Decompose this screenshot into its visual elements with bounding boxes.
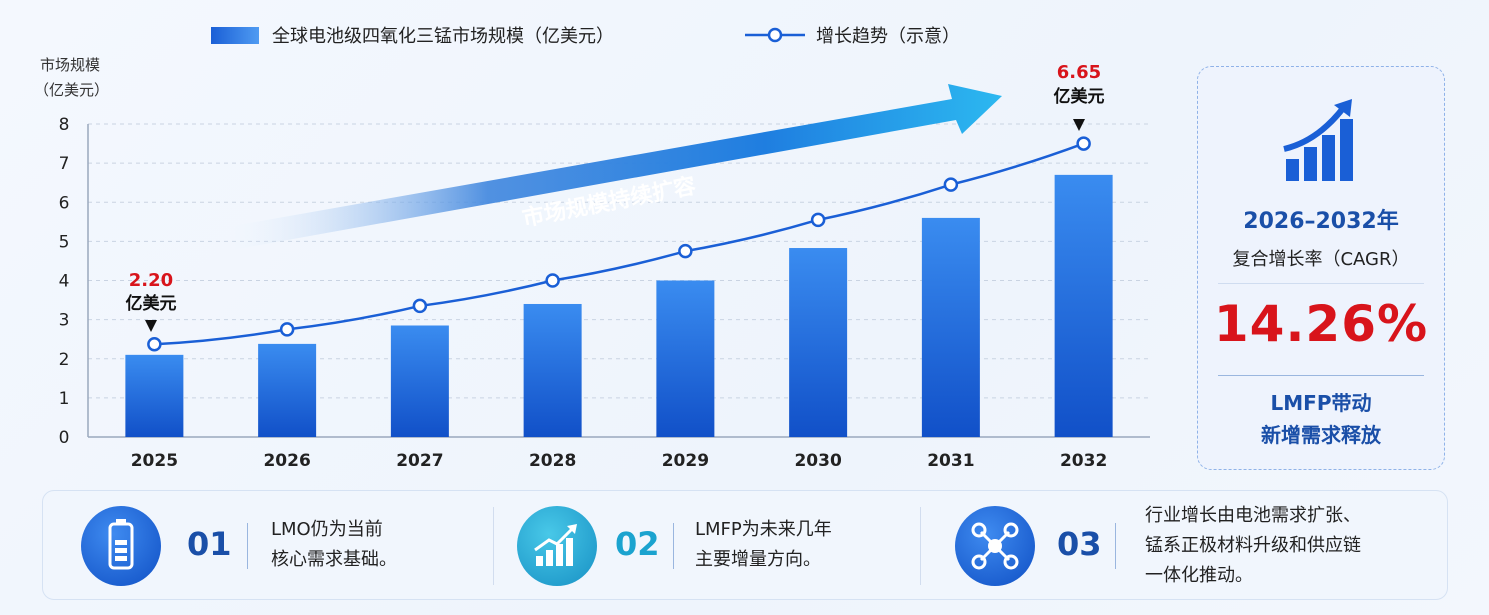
feature-text-line: 一体化推动。 xyxy=(1145,565,1253,586)
divider xyxy=(1218,375,1424,376)
trend-point-2026 xyxy=(279,322,295,337)
cagr-note-line2: 新增需求释放 xyxy=(1261,423,1381,447)
x-tick-label: 2031 xyxy=(927,451,974,471)
trend-points xyxy=(147,136,1091,352)
cagr-label: 复合增长率（CAGR） xyxy=(1232,249,1410,270)
feature-text-line: LMFP为未来几年 xyxy=(695,519,832,540)
y-tick-label: 1 xyxy=(59,389,70,409)
y-tick-label: 5 xyxy=(59,232,70,252)
bar-2029 xyxy=(656,280,715,437)
end-pointer-icon xyxy=(1073,119,1085,131)
x-tick-label: 2030 xyxy=(794,451,841,471)
legend-bar-label: 全球电池级四氧化三锰市场规模（亿美元） xyxy=(272,26,614,47)
start-value-label: 2.20 xyxy=(129,270,173,291)
y-tick-label: 8 xyxy=(59,115,70,135)
y-axis-label-line1: 市场规模 xyxy=(40,56,100,74)
cagr-period: 2026–2032年 xyxy=(1243,209,1399,234)
divider xyxy=(247,523,248,569)
y-axis-ticks: 0 1 2 3 4 5 6 7 8 xyxy=(59,115,70,448)
feature-number: 01 xyxy=(187,525,232,563)
trend-point-2025 xyxy=(147,337,162,352)
battery-icon xyxy=(81,506,161,586)
feature-text-line: LMO仍为当前 xyxy=(271,519,383,540)
end-unit-label: 亿美元 xyxy=(1054,86,1105,107)
y-tick-label: 2 xyxy=(59,350,70,370)
bar-2025 xyxy=(125,354,184,437)
bar-2030 xyxy=(789,248,848,437)
x-tick-label: 2032 xyxy=(1060,451,1107,471)
feature-item-03: 03 行业增长由电池需求扩张、 锰系正极材料升级和供应链 一体化推动。 xyxy=(955,491,1435,601)
feature-text: 行业增长由电池需求扩张、 锰系正极材料升级和供应链 一体化推动。 xyxy=(1145,501,1361,591)
cagr-value: 14.26% xyxy=(1213,295,1429,353)
feature-number: 03 xyxy=(1057,525,1102,563)
legend-bar-swatch xyxy=(211,27,259,44)
y-tick-label: 4 xyxy=(59,272,70,292)
feature-text-line: 核心需求基础。 xyxy=(271,549,397,570)
feature-text: LMFP为未来几年 主要增量方向。 xyxy=(695,515,832,575)
trend-point-2030 xyxy=(810,212,826,228)
x-tick-label: 2027 xyxy=(396,451,443,471)
cagr-note: LMFP带动 新增需求释放 xyxy=(1198,387,1444,451)
start-pointer-icon xyxy=(145,320,157,332)
trend-point-2032 xyxy=(1076,136,1091,151)
feature-text-line: 行业增长由电池需求扩张、 xyxy=(1145,505,1361,526)
feature-number: 02 xyxy=(615,525,660,563)
cagr-panel: 2026–2032年 复合增长率（CAGR） 14.26% LMFP带动 新增需… xyxy=(1197,66,1445,470)
feature-text-line: 主要增量方向。 xyxy=(695,549,821,570)
trend-point-2028 xyxy=(545,273,560,288)
growth-chart-icon xyxy=(517,506,597,586)
bar-chart-growth-icon xyxy=(1283,99,1353,181)
feature-item-02: 02 LMFP为未来几年 主要增量方向。 xyxy=(517,491,917,601)
trend-point-2031 xyxy=(943,177,959,192)
bar-2026 xyxy=(258,343,317,437)
trend-arrow-icon xyxy=(210,84,1002,253)
network-icon xyxy=(955,506,1035,586)
bar-2028 xyxy=(523,303,582,437)
x-tick-label: 2029 xyxy=(662,451,709,471)
feature-text: LMO仍为当前 核心需求基础。 xyxy=(271,515,397,575)
trend-line xyxy=(154,142,1085,346)
x-tick-label: 2026 xyxy=(263,451,310,471)
separator xyxy=(920,507,921,585)
y-tick-label: 7 xyxy=(59,154,70,174)
end-value-label: 6.65 xyxy=(1057,62,1101,83)
feature-text-line: 锰系正极材料升级和供应链 xyxy=(1145,535,1361,556)
y-axis-label-line2: （亿美元） xyxy=(34,81,109,99)
y-tick-label: 3 xyxy=(59,311,70,331)
y-tick-label: 0 xyxy=(59,428,70,448)
x-tick-label: 2025 xyxy=(131,451,178,471)
bars xyxy=(125,174,1113,438)
divider xyxy=(673,523,674,569)
trend-point-2029 xyxy=(678,243,693,259)
feature-item-01: 01 LMO仍为当前 核心需求基础。 xyxy=(81,491,481,601)
bar-2032 xyxy=(1054,174,1113,438)
legend-line-marker xyxy=(767,27,783,43)
start-unit-label: 亿美元 xyxy=(126,293,177,314)
feature-panel: 01 LMO仍为当前 核心需求基础。 02 LMFP为未来几年 主要增量方向。 xyxy=(42,490,1448,600)
cagr-note-line1: LMFP带动 xyxy=(1270,391,1372,415)
x-tick-label: 2028 xyxy=(529,451,576,471)
trend-point-2027 xyxy=(412,298,428,314)
divider xyxy=(1115,523,1116,569)
legend-line-label: 增长趋势（示意） xyxy=(816,26,960,47)
y-tick-label: 6 xyxy=(59,193,70,213)
bar-2027 xyxy=(390,325,449,437)
bar-2031 xyxy=(921,217,980,437)
divider xyxy=(1218,283,1424,284)
separator xyxy=(493,507,494,585)
x-axis-ticks: 2025 2026 2027 2028 2029 2030 2031 2032 xyxy=(131,451,1108,471)
